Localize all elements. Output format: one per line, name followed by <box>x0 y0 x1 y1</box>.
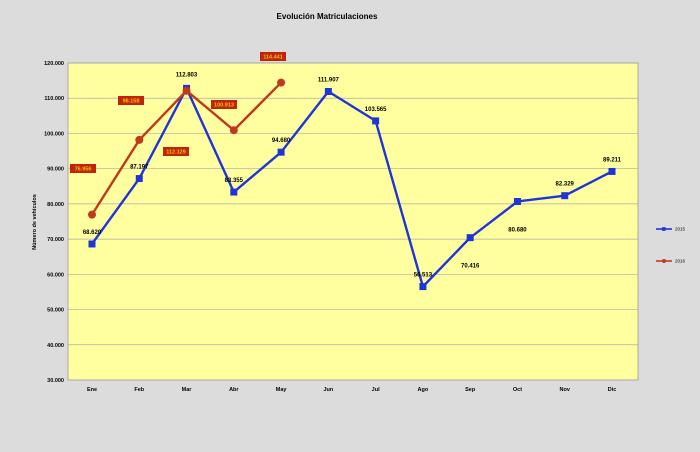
x-tick-label: Oct <box>513 387 522 393</box>
data-point-2016 <box>88 210 96 219</box>
data-point-2015 <box>561 192 569 200</box>
x-tick-label: Feb <box>134 387 144 393</box>
data-label-2016: 76.956 <box>75 167 92 173</box>
data-label-box-2016 <box>211 100 237 109</box>
data-label-2015: 83.355 <box>225 178 244 184</box>
data-label-2015: 70.416 <box>461 264 480 270</box>
data-point-2015 <box>324 88 332 96</box>
data-label-2015: 103.565 <box>365 107 387 113</box>
data-label-box-2016 <box>70 164 96 173</box>
y-tick-label: 80.000 <box>47 202 64 208</box>
data-label-2016: 114.441 <box>263 55 283 61</box>
x-tick-label: Abr <box>229 387 239 393</box>
x-tick-label: Jul <box>372 387 380 393</box>
data-point-2015 <box>230 188 238 196</box>
data-point-2015 <box>608 167 616 175</box>
data-label-2016: 100.913 <box>214 103 234 109</box>
x-axis-ticks: Ene Feb Mar Abr May Jun Jul Ago Sep Oct Nov Dic <box>87 387 616 393</box>
data-label-2015: 89.211 <box>603 157 622 163</box>
chart-title: Evolución Matriculaciones <box>277 12 378 21</box>
data-label-2015: 68.620 <box>83 230 102 236</box>
plot-area <box>67 62 639 381</box>
data-label-2015: 56.513 <box>414 273 433 279</box>
y-axis-label: Número de vehículos <box>32 194 38 250</box>
y-axis-ticks: 30.000 40.000 50.000 60.000 70.000 80.000 90.0… <box>44 61 64 384</box>
data-label-2015: 94.680 <box>272 138 291 144</box>
data-label-box-2016 <box>163 147 189 156</box>
data-point-2015 <box>419 283 427 291</box>
y-tick-label: 50.000 <box>47 308 64 314</box>
legend: 2015 2016 <box>656 227 686 264</box>
data-label-2015: 111.907 <box>318 78 340 84</box>
data-point-2016 <box>277 78 286 87</box>
data-point-2015 <box>135 175 143 183</box>
data-label-2015: 112.803 <box>176 72 198 78</box>
x-tick-label: May <box>276 387 288 393</box>
x-tick-label: Nov <box>560 387 571 393</box>
x-tick-label: Jun <box>323 387 333 393</box>
x-tick-label: Sep <box>465 387 476 393</box>
y-tick-label: 30.000 <box>47 378 64 384</box>
data-label-2015: 80.680 <box>508 227 527 233</box>
x-tick-label: Ago <box>418 387 429 393</box>
data-label-2016: 98.158 <box>123 99 140 105</box>
data-point-2016 <box>135 135 144 144</box>
x-tick-label: Dic <box>608 387 617 393</box>
y-tick-label: 120.000 <box>44 61 64 67</box>
data-label-2015: 87.197 <box>130 165 149 171</box>
y-tick-label: 40.000 <box>47 343 64 349</box>
legend-marker-2016 <box>662 259 666 263</box>
legend-label-2015: 2015 <box>675 227 686 232</box>
x-tick-label: Ene <box>87 387 97 393</box>
data-point-2015 <box>88 240 96 248</box>
data-label-box-2016 <box>260 52 286 61</box>
legend-marker-2015 <box>662 227 666 231</box>
y-tick-label: 100.000 <box>44 131 64 137</box>
y-tick-label: 60.000 <box>47 272 64 278</box>
y-tick-label: 90.000 <box>47 167 64 173</box>
data-point-2015 <box>372 117 380 125</box>
grid-lines <box>68 62 638 381</box>
series-line-2015 <box>91 87 613 288</box>
data-label-box-2016 <box>118 96 144 105</box>
data-point-2016 <box>229 126 238 135</box>
data-label-2015: 82.329 <box>556 182 575 188</box>
legend-label-2016: 2016 <box>675 259 686 264</box>
data-point-2015 <box>466 234 474 242</box>
data-point-2016 <box>182 86 191 95</box>
y-tick-label: 70.000 <box>47 237 64 243</box>
data-point-2015 <box>277 148 285 156</box>
y-tick-label: 110.000 <box>44 96 64 102</box>
series-layer <box>88 78 616 291</box>
data-labels: 68.620 87.197 112.803 83.355 94.680 111.907 10… <box>70 52 622 279</box>
data-point-2015 <box>513 197 521 205</box>
data-label-2016: 112.129 <box>166 150 186 156</box>
x-tick-label: Mar <box>182 387 193 393</box>
